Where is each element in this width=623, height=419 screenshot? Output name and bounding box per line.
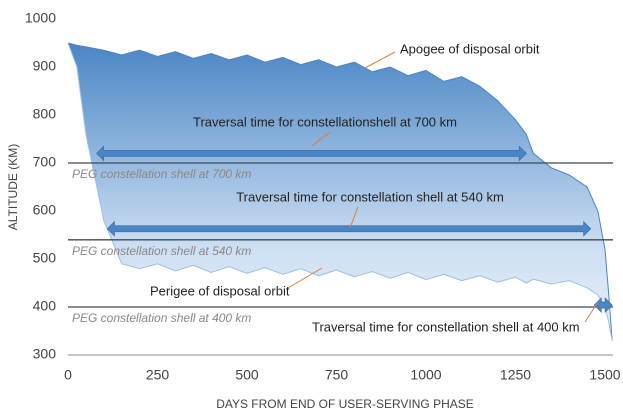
y-tick-label: 600 xyxy=(33,202,57,218)
x-tick-label: 500 xyxy=(235,367,259,383)
y-tick-label: 900 xyxy=(33,58,57,74)
y-tick-label: 1000 xyxy=(25,10,56,26)
leader-line xyxy=(287,267,323,289)
series-line xyxy=(67,42,613,341)
shell-label: PEG constellation shell at 540 km xyxy=(72,244,251,258)
shell-label: PEG constellation shell at 700 km xyxy=(72,167,251,181)
y-axis-title: ALTITUDE (KM) xyxy=(6,144,20,230)
x-tick-label: 1000 xyxy=(410,367,441,383)
x-axis-title: DAYS FROM END OF USER-SERVING PHASE xyxy=(216,397,474,411)
annotation: Traversal time for constellationshell at… xyxy=(193,114,457,129)
x-tick-label: 1250 xyxy=(500,367,531,383)
x-tick-label: 250 xyxy=(146,367,170,383)
leader-line xyxy=(349,206,359,229)
traversal-arrow xyxy=(106,220,592,237)
annotation: Perigee of disposal orbit xyxy=(150,283,290,298)
orbit-band xyxy=(68,43,613,341)
y-tick-label: 400 xyxy=(33,298,57,314)
x-tick-label: 1500 xyxy=(589,367,620,383)
annotation: Traversal time for constellation shell a… xyxy=(312,319,580,334)
traversal-arrow xyxy=(593,297,613,314)
leader-line xyxy=(584,301,599,323)
x-tick-label: 750 xyxy=(325,367,349,383)
y-tick-label: 300 xyxy=(33,346,57,362)
series-line xyxy=(67,42,613,341)
y-tick-label: 700 xyxy=(33,154,57,170)
shell-label: PEG constellation shell at 400 km xyxy=(72,311,251,325)
traversal-arrow xyxy=(96,145,527,162)
annotation: Traversal time for constellation shell a… xyxy=(236,189,504,204)
y-tick-label: 800 xyxy=(33,106,57,122)
annotation: Apogee of disposal orbit xyxy=(400,41,540,56)
leader-line xyxy=(364,51,396,69)
leader-line xyxy=(311,131,331,147)
x-tick-label: 0 xyxy=(64,367,72,383)
y-tick-label: 500 xyxy=(33,250,57,266)
